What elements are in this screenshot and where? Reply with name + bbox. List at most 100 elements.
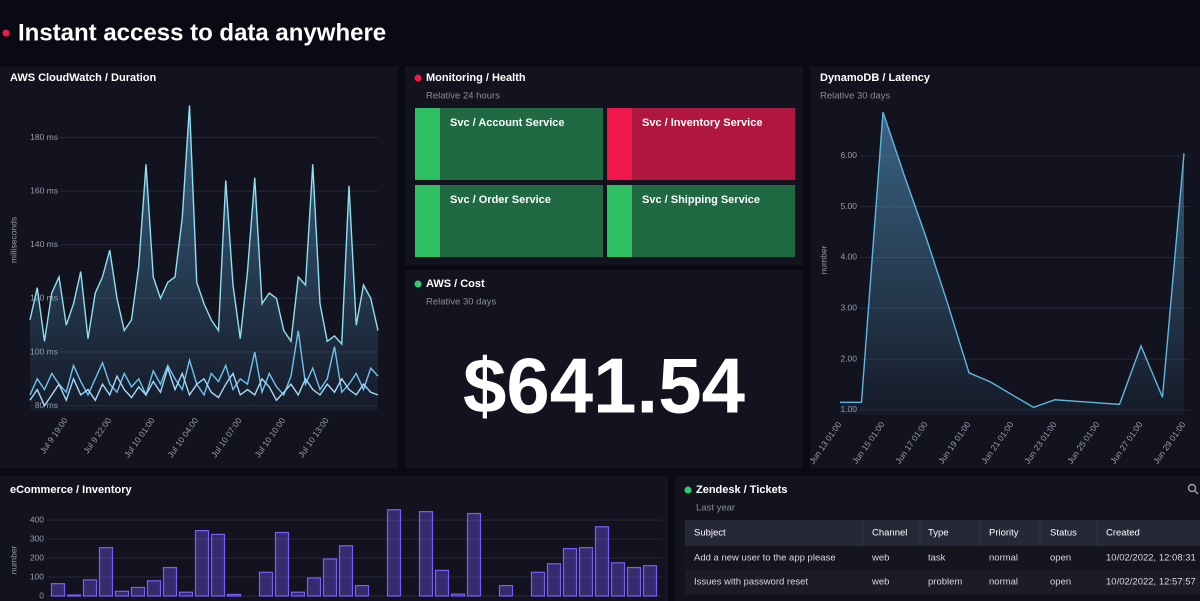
bar: [594, 526, 610, 597]
area: [30, 105, 378, 412]
health-tile: [607, 108, 795, 180]
y-tick-label: 120 ms: [30, 293, 58, 303]
chart-subtitle: Relative 30 days: [820, 91, 890, 102]
y-axis-label: number: [818, 245, 828, 274]
column-header: Type: [928, 528, 949, 539]
bar: [530, 571, 546, 597]
bar: [66, 594, 82, 597]
health-tile-accent: [607, 185, 632, 257]
table-cell: problem: [928, 577, 962, 588]
health-tile: [607, 185, 795, 257]
panel-title: AWS / Cost: [426, 278, 485, 290]
column-header: Created: [1106, 528, 1140, 539]
table-cell: open: [1050, 553, 1071, 564]
health-tile: [415, 185, 603, 257]
chart: eCommerce / Inventory number 0 100 200 300 400: [8, 484, 662, 600]
column-header: Subject: [694, 528, 726, 539]
bar: [386, 509, 402, 597]
bar: [418, 511, 434, 597]
bar: [82, 579, 98, 597]
y-tick-label: 160 ms: [30, 185, 58, 195]
health-tile-label: Svc / Account Service: [450, 117, 565, 129]
table-cell: Add a new user to the app please: [694, 553, 836, 564]
bar: [274, 531, 290, 597]
line: [840, 111, 1185, 409]
bar: [562, 548, 578, 597]
y-tick-label: 6.00: [840, 150, 857, 160]
health-tile-label: Svc / Shipping Service: [642, 194, 760, 206]
table-cell: 10/02/2022, 12:57:57: [1106, 577, 1196, 588]
bar: [466, 512, 482, 597]
bar: [130, 586, 146, 597]
bar: [578, 547, 594, 597]
line: [29, 330, 379, 397]
health-tile-accent: [415, 185, 440, 257]
bar: [322, 558, 338, 597]
health-tile-accent: [607, 108, 632, 180]
search-icon[interactable]: [1187, 483, 1199, 495]
table-row: [685, 546, 1200, 570]
bar: [610, 562, 626, 597]
panel-subtitle: Relative 24 hours: [426, 91, 500, 102]
panel-subtitle: Last year: [696, 503, 735, 514]
bar: [178, 591, 194, 597]
bar: [306, 577, 322, 597]
table-cell: normal: [989, 553, 1018, 564]
bar: [626, 566, 642, 597]
header-dot: [2, 29, 10, 37]
table-header: [685, 520, 1200, 546]
chart-title: DynamoDB / Latency: [820, 72, 931, 84]
y-tick-label: 140 ms: [30, 239, 58, 249]
cost-value: $641.54: [463, 342, 745, 430]
bar: [642, 565, 658, 597]
chart-title: eCommerce / Inventory: [10, 484, 133, 496]
area: [840, 112, 1184, 416]
bar: [210, 533, 226, 597]
column-header: Channel: [872, 528, 907, 539]
bar: [146, 580, 162, 597]
table-cell: normal: [989, 577, 1018, 588]
health-tile: [415, 108, 603, 180]
health-tile-label: Svc / Inventory Service: [642, 117, 762, 129]
bar: [258, 571, 274, 597]
y-tick-label: 0: [39, 590, 44, 600]
panel: [0, 476, 668, 601]
panel-subtitle: Relative 30 days: [426, 297, 496, 308]
panel-title: Monitoring / Health: [426, 72, 526, 84]
bar: [194, 529, 210, 597]
y-tick-label: 2.00: [840, 353, 857, 363]
bar: [450, 593, 466, 597]
y-axis-label: milliseconds: [8, 217, 18, 263]
bar: [114, 590, 130, 597]
table-cell: web: [871, 553, 889, 564]
y-tick-label: 400: [30, 514, 44, 524]
line: [29, 105, 379, 346]
column-header: Priority: [989, 528, 1019, 539]
status-dot: [414, 74, 422, 82]
bar: [50, 583, 66, 597]
bar: [290, 591, 306, 597]
table-cell: web: [871, 577, 889, 588]
y-tick-label: 100: [30, 571, 44, 581]
bar: [434, 569, 450, 597]
chart-title: AWS CloudWatch / Duration: [10, 72, 157, 84]
y-tick-label: 200: [30, 552, 44, 562]
bar: [354, 584, 370, 597]
health-tile-accent: [415, 108, 440, 180]
y-tick-label: 180 ms: [30, 132, 58, 142]
bar: [98, 547, 114, 597]
table-cell: task: [928, 553, 946, 564]
bar: [546, 563, 562, 597]
y-axis-label: number: [8, 545, 18, 574]
y-tick-label: 3.00: [840, 303, 857, 313]
panel-title: Zendesk / Tickets: [696, 484, 788, 496]
line: [29, 365, 379, 408]
status-dot: [684, 486, 692, 494]
bar: [162, 566, 178, 597]
table-cell: 10/02/2022, 12:08:31: [1106, 553, 1196, 564]
y-tick-label: 4.00: [840, 252, 857, 262]
page-title: Instant access to data anywhere: [18, 19, 386, 46]
bar: [226, 593, 242, 597]
